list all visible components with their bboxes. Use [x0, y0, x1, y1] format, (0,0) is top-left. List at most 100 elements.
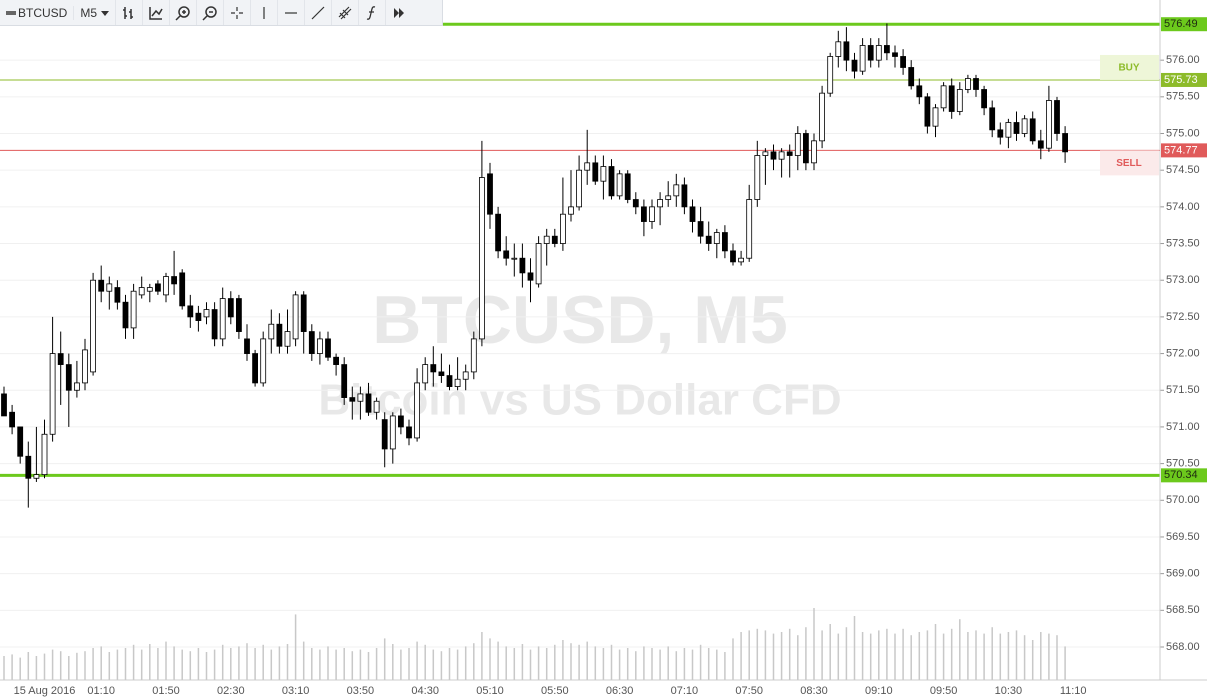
volume-bar — [675, 651, 678, 680]
volume-bar — [432, 649, 435, 680]
candle-body — [762, 151, 769, 156]
volume-bar — [886, 628, 888, 680]
candle-body — [608, 166, 615, 197]
y-tick-label: 571.50 — [1166, 384, 1200, 396]
candle-body — [794, 133, 801, 156]
dropdown-icon — [101, 10, 110, 16]
symbol-button[interactable]: BTCUSD — [0, 6, 73, 20]
candle-body — [624, 173, 631, 200]
interval[interactable]: M5 — [80, 5, 98, 20]
volume-bar — [537, 646, 540, 680]
function-icon[interactable] — [358, 0, 385, 25]
crosshair-icon[interactable] — [223, 0, 250, 25]
candle-body — [9, 411, 16, 428]
volume-bar — [999, 633, 1002, 680]
horizontal-line-icon[interactable] — [277, 0, 304, 25]
candle-body — [397, 415, 404, 428]
candle-body — [74, 382, 80, 391]
volume-bar — [100, 646, 102, 680]
volume-bar — [108, 652, 111, 680]
candle-body — [82, 349, 88, 384]
icon — [311, 6, 325, 19]
volume-bar — [319, 649, 321, 680]
volume-bar — [351, 651, 354, 680]
volume-bar — [254, 648, 256, 680]
volume-bar — [367, 652, 370, 680]
x-tick-label: 03:10 — [282, 685, 310, 697]
zoom-in-icon[interactable] — [169, 0, 196, 25]
volume-bar — [359, 649, 362, 680]
volume-bar — [416, 641, 418, 680]
price-label: 576.49 — [1164, 18, 1198, 30]
x-tick-label: 07:50 — [735, 685, 763, 697]
volume-bar — [481, 632, 483, 680]
volume-bar — [821, 630, 823, 680]
candle-body — [179, 272, 186, 307]
zoom-out-icon[interactable] — [196, 0, 223, 25]
candle-body — [697, 221, 704, 237]
bars-icon[interactable] — [115, 0, 142, 25]
candle-body — [106, 283, 113, 292]
y-tick-label: 573.50 — [1166, 237, 1200, 249]
candle-body — [827, 56, 834, 94]
interval-button[interactable]: M5 — [73, 5, 115, 20]
candle-body — [349, 397, 356, 402]
level-tag: BUY — [1118, 63, 1139, 74]
volume-bar — [278, 646, 281, 680]
volume-bar — [497, 641, 499, 680]
indicator-icon[interactable] — [142, 0, 169, 25]
volume-bar — [529, 649, 532, 680]
candle-body — [689, 206, 696, 222]
volume-bar — [699, 644, 702, 680]
candle-body — [900, 56, 906, 68]
volume-bar — [1023, 635, 1026, 680]
candle-body — [57, 353, 64, 365]
volume-bar — [59, 651, 62, 680]
volume-bar — [116, 649, 119, 680]
candle-body — [867, 45, 874, 61]
candle-body — [49, 353, 56, 435]
volume-bar — [926, 630, 929, 680]
trend-line-icon[interactable] — [304, 0, 331, 25]
candle-body — [859, 45, 866, 72]
candle-body — [965, 78, 971, 90]
x-tick-label: 02:30 — [217, 685, 245, 697]
volume-bar — [27, 652, 30, 680]
fib-icon[interactable] — [331, 0, 358, 25]
candle-body — [535, 243, 542, 285]
price-label-box — [1161, 17, 1207, 32]
icon — [231, 6, 244, 19]
volume-bar — [732, 638, 734, 680]
volume-bar — [448, 648, 451, 680]
volume-bar — [181, 649, 183, 680]
more-icon[interactable] — [385, 0, 412, 25]
candle-body — [786, 151, 793, 156]
y-tick-label: 572.00 — [1166, 347, 1200, 359]
candle-body — [705, 235, 712, 244]
candle-body — [284, 331, 291, 347]
volume-bar — [1048, 633, 1050, 680]
volume-bar — [959, 619, 961, 680]
volume-bar — [11, 654, 13, 680]
volume-bar — [157, 648, 159, 680]
volume-bar — [610, 644, 613, 680]
volume-bar — [562, 640, 564, 680]
symbol[interactable]: BTCUSD — [18, 5, 68, 20]
x-tick-label: 01:50 — [152, 685, 180, 697]
candle-body — [163, 276, 169, 296]
candle-body — [478, 177, 485, 340]
y-tick-label: 571.00 — [1166, 421, 1200, 433]
price-label: 570.34 — [1164, 469, 1198, 481]
vertical-line-icon[interactable] — [250, 0, 277, 25]
volume-bar — [724, 652, 726, 680]
volume-bar — [456, 649, 459, 680]
candle-body — [373, 400, 380, 413]
volume-bar — [691, 649, 694, 680]
candle-body — [948, 85, 955, 112]
candle-body — [543, 235, 550, 244]
candle-body — [1005, 122, 1012, 138]
volume-bar — [950, 628, 953, 680]
candle-body — [357, 393, 364, 402]
y-tick-label: 569.50 — [1166, 531, 1200, 543]
